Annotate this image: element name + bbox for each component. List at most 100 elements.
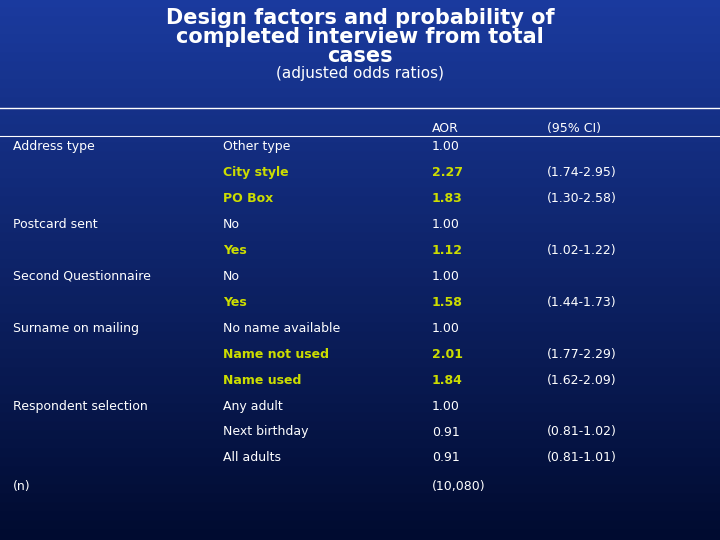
Bar	[0, 215, 720, 225]
Text: PO Box: PO Box	[223, 192, 274, 205]
Text: Next birthday: Next birthday	[223, 426, 309, 438]
Bar	[0, 341, 720, 351]
Bar	[0, 26, 720, 36]
Text: completed interview from total: completed interview from total	[176, 27, 544, 47]
Text: Yes: Yes	[223, 296, 247, 309]
Bar	[0, 98, 720, 108]
Bar	[0, 0, 720, 9]
Bar	[0, 269, 720, 279]
Bar	[0, 314, 720, 324]
Text: (1.02-1.22): (1.02-1.22)	[547, 244, 617, 257]
Text: Any adult: Any adult	[223, 400, 283, 413]
Bar	[0, 323, 720, 333]
Text: 2.27: 2.27	[432, 166, 463, 179]
Bar	[0, 260, 720, 270]
Bar	[0, 63, 720, 72]
Text: 1.00: 1.00	[432, 218, 460, 231]
Bar	[0, 287, 720, 297]
Bar	[0, 441, 720, 450]
Text: Yes: Yes	[223, 244, 247, 257]
Bar	[0, 53, 720, 63]
Bar	[0, 414, 720, 423]
Bar	[0, 242, 720, 252]
Text: City style: City style	[223, 166, 289, 179]
Text: 1.83: 1.83	[432, 192, 463, 205]
Text: (10,080): (10,080)	[432, 480, 485, 493]
Bar	[0, 152, 720, 162]
Text: 1.12: 1.12	[432, 244, 463, 257]
Bar	[0, 206, 720, 216]
Text: (95% CI): (95% CI)	[547, 122, 601, 135]
Bar	[0, 144, 720, 153]
Bar	[0, 71, 720, 81]
Bar	[0, 485, 720, 495]
Text: Design factors and probability of: Design factors and probability of	[166, 8, 554, 28]
Bar	[0, 279, 720, 288]
Text: (n): (n)	[13, 480, 30, 493]
Text: 0.91: 0.91	[432, 426, 460, 438]
Bar	[0, 387, 720, 396]
Text: Second Questionnaire: Second Questionnaire	[13, 270, 150, 283]
Bar	[0, 530, 720, 540]
Text: Name used: Name used	[223, 374, 302, 387]
Text: (1.77-2.29): (1.77-2.29)	[547, 348, 617, 361]
Text: (1.44-1.73): (1.44-1.73)	[547, 296, 617, 309]
Text: No name available: No name available	[223, 322, 341, 335]
Bar	[0, 476, 720, 486]
Bar	[0, 134, 720, 144]
Bar	[0, 107, 720, 117]
Bar	[0, 360, 720, 369]
Bar	[0, 9, 720, 18]
Bar	[0, 503, 720, 513]
Bar	[0, 333, 720, 342]
Text: (0.81-1.02): (0.81-1.02)	[547, 426, 617, 438]
Bar	[0, 179, 720, 189]
Bar	[0, 225, 720, 234]
Text: 1.00: 1.00	[432, 322, 460, 335]
Bar	[0, 350, 720, 360]
Bar	[0, 171, 720, 180]
Text: cases: cases	[327, 46, 393, 66]
Text: (1.30-2.58): (1.30-2.58)	[547, 192, 617, 205]
Bar	[0, 449, 720, 459]
Bar	[0, 233, 720, 243]
Text: No: No	[223, 218, 240, 231]
Text: Address type: Address type	[13, 140, 95, 153]
Bar	[0, 17, 720, 27]
Bar	[0, 306, 720, 315]
Bar	[0, 198, 720, 207]
Bar	[0, 36, 720, 45]
Bar	[0, 395, 720, 405]
Bar	[0, 495, 720, 504]
Bar	[0, 117, 720, 126]
Bar	[0, 458, 720, 468]
Bar	[0, 188, 720, 198]
Text: 1.84: 1.84	[432, 374, 463, 387]
Bar	[0, 377, 720, 387]
Bar	[0, 161, 720, 171]
Text: Surname on mailing: Surname on mailing	[13, 322, 139, 335]
Bar	[0, 522, 720, 531]
Text: Postcard sent: Postcard sent	[13, 218, 98, 231]
Text: (1.74-2.95): (1.74-2.95)	[547, 166, 617, 179]
Text: 2.01: 2.01	[432, 348, 463, 361]
Text: 1.58: 1.58	[432, 296, 463, 309]
Text: (adjusted odds ratios): (adjusted odds ratios)	[276, 66, 444, 82]
Bar	[0, 404, 720, 414]
Text: Name not used: Name not used	[223, 348, 329, 361]
Text: Respondent selection: Respondent selection	[13, 400, 148, 413]
Bar	[0, 368, 720, 378]
Text: 1.00: 1.00	[432, 270, 460, 283]
Bar	[0, 44, 720, 54]
Bar	[0, 252, 720, 261]
Text: AOR: AOR	[432, 122, 459, 135]
Bar	[0, 125, 720, 135]
Bar	[0, 468, 720, 477]
Bar	[0, 431, 720, 441]
Text: (1.62-2.09): (1.62-2.09)	[547, 374, 617, 387]
Text: Other type: Other type	[223, 140, 291, 153]
Bar	[0, 296, 720, 306]
Bar	[0, 90, 720, 99]
Text: 1.00: 1.00	[432, 140, 460, 153]
Bar	[0, 512, 720, 522]
